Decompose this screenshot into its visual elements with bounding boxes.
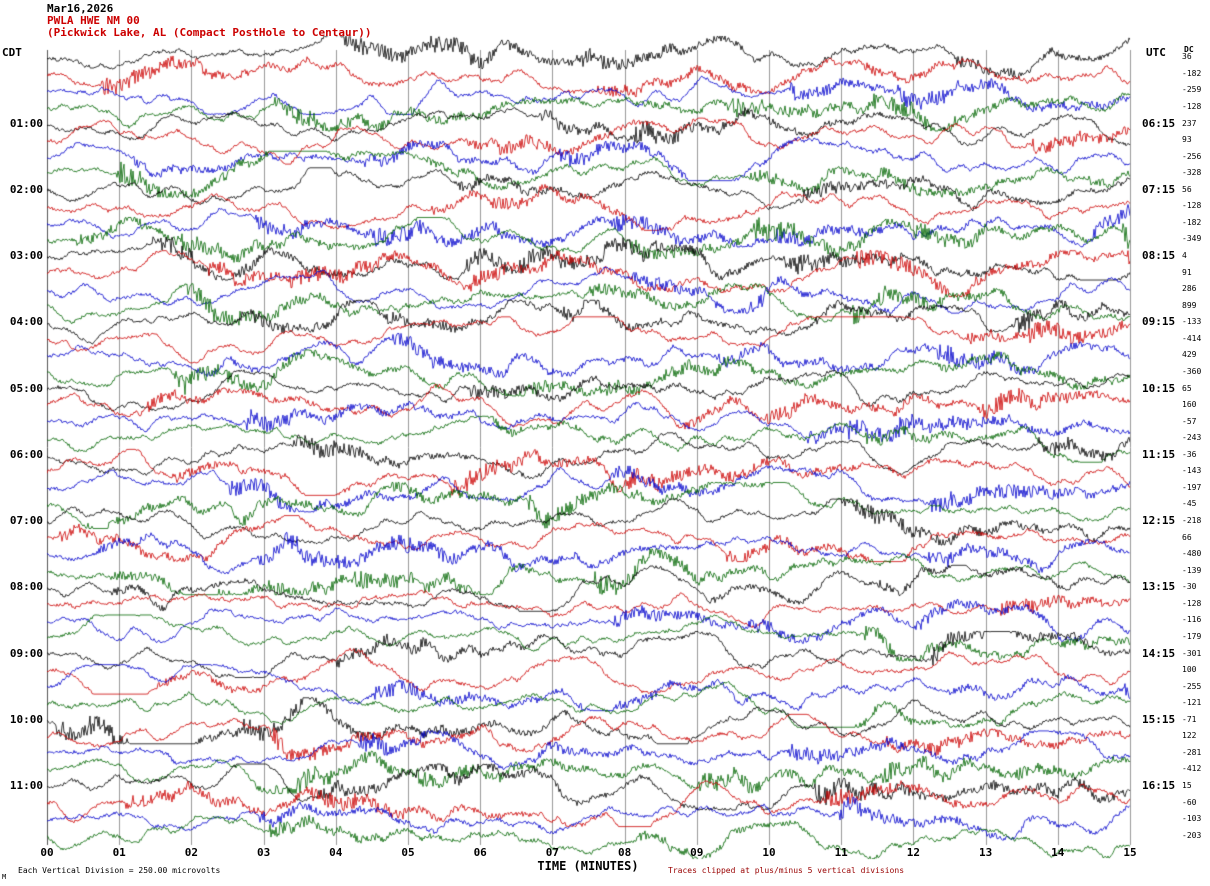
dc-offset-value: -218	[1182, 516, 1202, 526]
x-tick-label: 11	[834, 846, 848, 859]
dc-offset-value: -143	[1182, 466, 1202, 476]
dc-offset-value: -128	[1182, 201, 1202, 211]
dc-offset-value: -60	[1182, 797, 1197, 807]
dc-offset-value: -203	[1182, 830, 1202, 840]
dc-offset-value: -179	[1182, 631, 1202, 641]
dc-offset-value: -182	[1182, 217, 1202, 227]
dc-offset-value: -128	[1182, 598, 1202, 608]
x-tick-label: 08	[617, 846, 632, 859]
left-time-label: 01:00	[9, 116, 43, 130]
dc-offset-value: -197	[1182, 482, 1202, 492]
dc-offset-value: -256	[1182, 151, 1202, 161]
x-tick-label: 14	[1051, 846, 1065, 859]
footer-marker: M	[2, 873, 7, 881]
right-time-label: 13:15	[1142, 580, 1176, 594]
right-time-label: 16:15	[1142, 779, 1176, 793]
left-time-label: 08:00	[9, 580, 43, 594]
x-tick-label: 03	[256, 846, 271, 859]
header-station: PWLA HWE NM 00	[47, 14, 140, 27]
left-timezone-label: CDT	[2, 46, 22, 59]
footer-clip-note: Traces clipped at plus/minus 5 vertical …	[668, 866, 905, 875]
dc-offset-value: 100	[1182, 665, 1197, 675]
left-time-label: 09:00	[9, 646, 43, 660]
dc-offset-value: 237	[1182, 118, 1197, 128]
dc-offset-value: 36	[1182, 52, 1192, 62]
dc-offset-value: -259	[1182, 85, 1202, 95]
dc-offset-value: -412	[1182, 764, 1202, 774]
dc-offset-value: 66	[1182, 532, 1192, 542]
dc-offset-value: -71	[1182, 714, 1197, 724]
dc-offset-value: -36	[1182, 449, 1197, 459]
left-time-label: 02:00	[9, 182, 43, 196]
x-tick-label: 02	[184, 846, 199, 859]
left-time-label: 05:00	[9, 381, 43, 395]
dc-offset-value: -121	[1182, 698, 1202, 708]
dc-offset-value: 4	[1182, 251, 1187, 261]
right-time-label: 15:15	[1142, 712, 1176, 726]
dc-offset-value: 429	[1182, 350, 1197, 360]
dc-offset-value: 65	[1182, 383, 1192, 393]
dc-offset-value: 899	[1182, 300, 1197, 310]
x-axis-title: TIME (MINUTES)	[537, 859, 639, 873]
right-time-label: 12:15	[1142, 514, 1176, 528]
x-tick-label: 00	[40, 846, 54, 859]
left-time-label: 03:00	[9, 249, 43, 263]
x-tick-label: 05	[401, 846, 415, 859]
x-tick-label: 10	[762, 846, 776, 859]
dc-offset-value: -103	[1182, 814, 1202, 824]
left-time-label: 06:00	[9, 447, 43, 461]
left-time-label: 10:00	[9, 712, 43, 726]
right-time-label: 14:15	[1142, 646, 1176, 660]
dc-offset-value: -480	[1182, 549, 1202, 559]
x-tick-label: 06	[473, 846, 487, 859]
right-time-label: 06:15	[1142, 116, 1176, 130]
x-tick-label: 04	[329, 846, 343, 859]
left-time-label: 11:00	[9, 779, 43, 793]
dc-offset-value: -243	[1182, 433, 1202, 443]
left-time-label: 04:00	[9, 315, 43, 329]
x-tick-label: 09	[690, 846, 704, 859]
dc-offset-value: -328	[1182, 168, 1202, 178]
x-tick-label: 12	[906, 846, 921, 859]
dc-offset-value: -281	[1182, 747, 1202, 757]
footer-scale-note: Each Vertical Division = 250.00 microvol…	[18, 866, 221, 875]
dc-offset-header: DC	[1184, 45, 1194, 54]
dc-offset-value: -128	[1182, 101, 1202, 111]
x-tick-label: 15	[1123, 846, 1137, 859]
x-tick-label: 01	[112, 846, 126, 859]
dc-offset-value: 56	[1182, 184, 1192, 194]
dc-offset-value: -30	[1182, 582, 1197, 592]
dc-offset-value: -255	[1182, 681, 1202, 691]
right-time-label: 09:15	[1142, 315, 1176, 329]
dc-offset-value: -57	[1182, 416, 1197, 426]
right-time-label: 08:15	[1142, 249, 1176, 263]
dc-offset-value: -45	[1182, 499, 1197, 509]
right-time-label: 10:15	[1142, 381, 1176, 395]
x-tick-label: 13	[978, 846, 993, 859]
dc-offset-value: -349	[1182, 234, 1202, 244]
right-time-label: 11:15	[1142, 447, 1176, 461]
dc-offset-value: -116	[1182, 615, 1202, 625]
x-tick-label: 07	[545, 846, 560, 859]
dc-offset-value: -414	[1182, 333, 1202, 343]
right-time-label: 07:15	[1142, 182, 1176, 196]
dc-offset-value: 93	[1182, 135, 1192, 145]
dc-offset-value: -301	[1182, 648, 1202, 658]
header-description: (Pickwick Lake, AL (Compact PostHole to …	[47, 26, 372, 39]
header-date: Mar16,2026	[47, 2, 114, 15]
dc-offset-value: 286	[1182, 284, 1197, 294]
dc-offset-value: 15	[1182, 781, 1192, 791]
dc-offset-value: 122	[1182, 731, 1197, 741]
right-timezone-label: UTC	[1146, 46, 1166, 59]
dc-offset-value: -360	[1182, 366, 1202, 376]
dc-offset-value: -182	[1182, 68, 1202, 78]
dc-offset-value: 160	[1182, 400, 1197, 410]
dc-offset-value: 91	[1182, 267, 1192, 277]
dc-offset-value: -139	[1182, 565, 1202, 575]
left-time-label: 07:00	[9, 514, 43, 528]
dc-offset-value: -133	[1182, 317, 1202, 327]
